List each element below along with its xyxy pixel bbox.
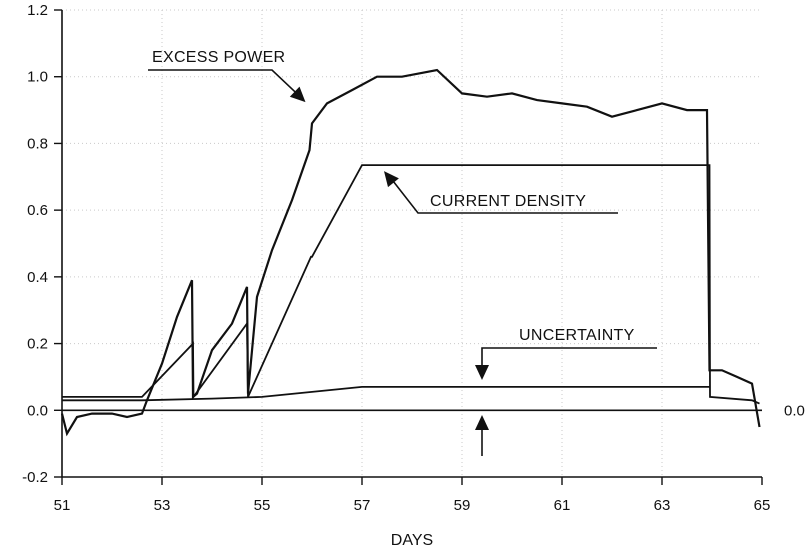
y-tick-label: 0.0 [27, 402, 48, 419]
excess-power-arrow [289, 86, 306, 103]
series-line-uncertainty [62, 385, 710, 402]
x-tick-label: 65 [754, 497, 771, 514]
series-line-current-density [62, 164, 760, 405]
y-tick-label: 0.8 [27, 135, 48, 152]
excess-power-leader [148, 69, 301, 97]
current-density-leader [389, 176, 618, 214]
y-tick-label: -0.2 [22, 469, 48, 486]
axes [61, 10, 762, 478]
x-tick-label: 59 [454, 497, 471, 514]
x-tick-label: 57 [354, 497, 371, 514]
grid-layer [62, 9, 762, 477]
y-tick-label: 0.2 [27, 336, 48, 353]
y-tick-label: 0.4 [27, 269, 48, 286]
series-layer [60, 68, 761, 437]
series-line-excess-power [60, 68, 761, 437]
y-tick-label: 1.0 [27, 69, 48, 86]
annotation-layer: EXCESS POWER CURRENT DENSITY UNCERTAINTY [148, 49, 657, 456]
current-density-arrow [384, 171, 399, 188]
x-tick-label: 55 [254, 497, 271, 514]
x-tick-label: 53 [154, 497, 171, 514]
annotation-excess-power: EXCESS POWER [152, 49, 285, 66]
tick-layer: -0.2 0.0 0.2 0.4 0.6 0.8 1.0 1.2 51 53 55 57 59 61 63 6… [22, 2, 770, 514]
x-axis-title: DAYS [391, 532, 433, 549]
right-zero-label: 0.0 [784, 402, 805, 419]
y-tick-label: 0.6 [27, 202, 48, 219]
x-tick-label: 63 [654, 497, 671, 514]
annotation-uncertainty: UNCERTAINTY [519, 327, 635, 344]
annotation-current-density: CURRENT DENSITY [430, 193, 586, 210]
uncertainty-arrow-up [475, 415, 489, 430]
uncertainty-leader [481, 347, 657, 372]
y-tick-label: 1.2 [27, 2, 48, 19]
x-tick-label: 51 [54, 497, 71, 514]
uncertainty-arrow-down [475, 365, 489, 380]
x-tick-label: 61 [554, 497, 571, 514]
